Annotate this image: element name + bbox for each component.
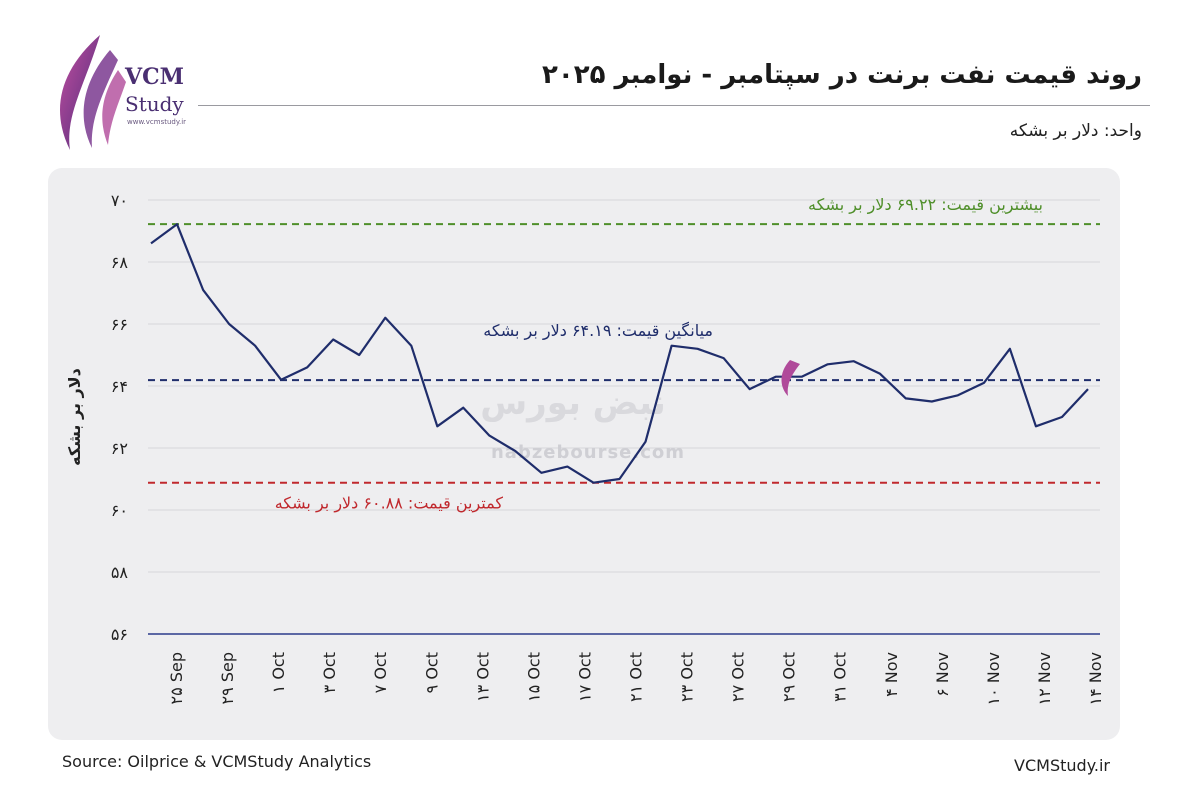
mini-logo-icon [781,360,800,396]
x-tick-label: ۱۵ Oct [524,652,543,702]
x-tick-label: ۱۰ Nov [984,652,1003,706]
unit-label: واحد: دلار بر بشکه [1009,121,1142,141]
min-reference-label: کمترین قیمت: ۶۰.۸۸ دلار بر بشکه [275,494,504,514]
x-tick-label: ۳۱ Oct [831,652,850,702]
x-tick-label: ۴ Nov [882,652,901,697]
y-tick-label: ۷۰ [111,191,128,210]
x-tick-label: ۱۲ Nov [1035,652,1054,706]
y-tick-label: ۶۲ [111,439,128,458]
x-tick-label: ۲۵ Sep [167,652,186,704]
logo-title: VCM [125,64,184,90]
x-tick-label: ۱۷ Oct [575,652,594,702]
x-tick-label: ۲۳ Oct [678,652,697,702]
title-divider [198,105,1150,106]
y-axis-label: دلار بر بشکه [65,368,84,466]
price-chart: ۵۶ ۵۸ ۶۰ ۶۲ ۶۴ ۶۶ ۶۸ ۷۰ دلار بر بشکه نبض بورس nabz… [65,191,1105,706]
logo-subtitle: Study [125,92,184,116]
site-link[interactable]: VCMStudy.ir [1014,756,1110,775]
x-tick-label: ۲۹ Sep [218,652,237,704]
chart-panel: ۵۶ ۵۸ ۶۰ ۶۲ ۶۴ ۶۶ ۶۸ ۷۰ دلار بر بشکه نبض بورس nabz… [48,168,1120,740]
watermark-brand: نبض بورس [480,383,665,423]
y-tick-label: ۵۶ [111,625,128,644]
x-tick-label: ۱۴ Nov [1086,652,1105,706]
max-reference-label: بیشترین قیمت: ۶۹.۲۲ دلار بر بشکه [808,195,1043,215]
x-tick-label: ۲۱ Oct [627,652,646,702]
page-title: روند قیمت نفت برنت در سپتامبر - نوامبر ۲… [541,60,1142,90]
x-tick-label: ۱۳ Oct [473,652,492,702]
y-tick-label: ۵۸ [111,563,129,582]
price-series-line [150,223,1089,484]
y-tick-label: ۶۰ [111,501,128,520]
x-tick-label: ۳ Oct [320,652,339,693]
x-tick-label: ۷ Oct [371,652,390,693]
y-tick-label: ۶۸ [111,253,129,272]
y-tick-label: ۶۶ [111,315,128,334]
source-note: Source: Oilprice & VCMStudy Analytics [62,752,372,771]
logo-url: www.vcmstudy.ir [127,118,187,126]
x-tick-label: ۲۷ Oct [729,652,748,702]
vcm-logo-mark [60,35,126,150]
y-tick-label: ۶۴ [111,377,128,396]
x-tick-label: ۹ Oct [422,652,441,693]
x-tick-label: ۱ Oct [269,652,288,693]
x-tick-label: ۲۹ Oct [780,652,799,702]
watermark-url: nabzebourse.com [491,442,685,463]
x-tick-label: ۶ Nov [933,652,952,697]
avg-reference-label: میانگین قیمت: ۶۴.۱۹ دلار بر بشکه [483,321,713,341]
